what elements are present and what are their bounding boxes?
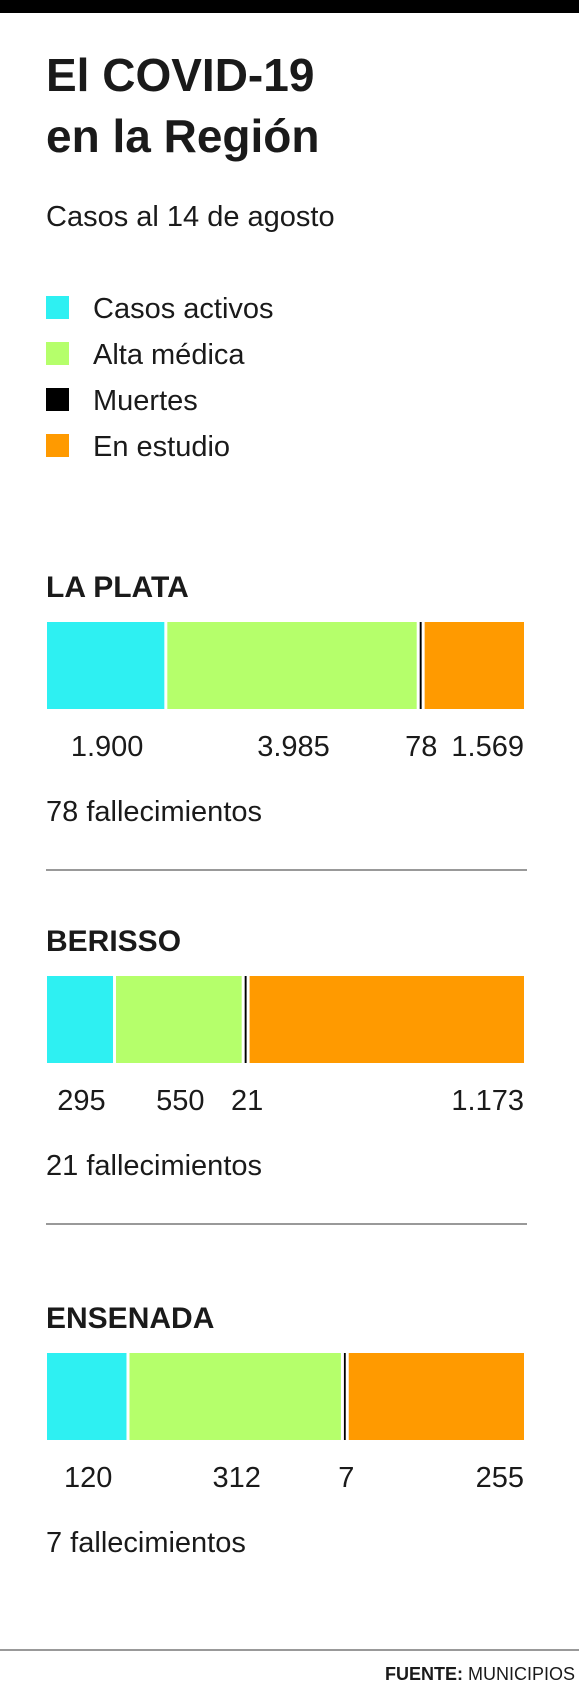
value-label: 1.900	[71, 731, 144, 763]
legend-label: Alta médica	[93, 339, 245, 371]
chart-title: BERISSO	[46, 925, 181, 958]
value-label: 7	[338, 1462, 354, 1494]
bar-segment	[419, 622, 422, 709]
legend-swatch	[46, 434, 69, 457]
bar-segment	[116, 976, 242, 1063]
source-text: MUNICIPIOS	[468, 1664, 575, 1684]
legend-swatch	[46, 342, 69, 365]
bar-segment	[129, 1353, 341, 1440]
bar-segment	[249, 976, 524, 1063]
subtitle: Casos al 14 de agosto	[46, 201, 335, 233]
value-label: 295	[57, 1085, 105, 1117]
bar-segment	[47, 1353, 127, 1440]
title-line: El COVID-19	[46, 49, 314, 101]
bar-segment	[424, 622, 524, 709]
value-label: 1.569	[451, 731, 524, 763]
top-band	[0, 0, 579, 13]
legend-swatch	[46, 388, 69, 411]
chart-title: LA PLATA	[46, 571, 189, 604]
value-label: 1.173	[451, 1085, 524, 1117]
value-label: 78	[405, 731, 437, 763]
bar-segment	[47, 976, 114, 1063]
title-line: en la Región	[46, 110, 319, 162]
legend-swatch	[46, 296, 69, 319]
source-label: FUENTE:	[385, 1664, 463, 1684]
value-label: 255	[476, 1462, 524, 1494]
legend-label: En estudio	[93, 431, 230, 463]
legend-label: Muertes	[93, 385, 198, 417]
bar-segment	[348, 1353, 524, 1440]
legend-label: Casos activos	[93, 293, 274, 325]
value-label: 312	[213, 1462, 261, 1494]
value-label: 120	[64, 1462, 112, 1494]
bar-segment	[167, 622, 417, 709]
value-label: 21	[231, 1085, 263, 1117]
bar-segment	[47, 622, 165, 709]
bar-segment	[244, 976, 247, 1063]
note: 78 fallecimientos	[46, 796, 262, 828]
note: 21 fallecimientos	[46, 1150, 262, 1182]
value-label: 3.985	[257, 731, 330, 763]
bar-segment	[343, 1353, 346, 1440]
source: FUENTE: MUNICIPIOS	[385, 1664, 575, 1684]
note: 7 fallecimientos	[46, 1527, 246, 1559]
value-label: 550	[156, 1085, 204, 1117]
chart-title: ENSENADA	[46, 1302, 214, 1335]
